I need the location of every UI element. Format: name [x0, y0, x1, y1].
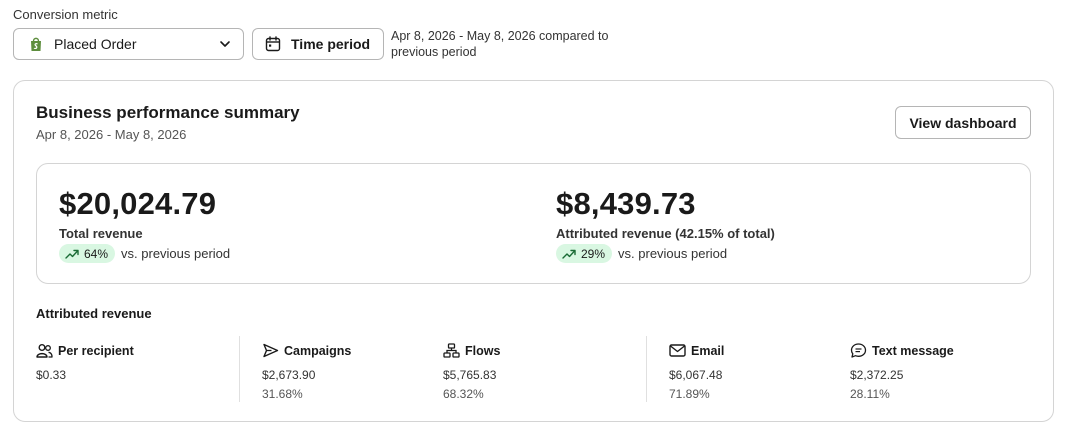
attributed-col-percent: 28.11% — [850, 387, 890, 401]
total-revenue-change-badge: 64% — [59, 244, 116, 263]
message-icon — [850, 343, 867, 358]
attributed-col-value: $5,765.83 — [443, 368, 497, 382]
users-icon — [36, 344, 53, 358]
calendar-icon — [265, 36, 281, 52]
attributed-col-percent: 71.89% — [669, 387, 710, 401]
card-title: Business performance summary — [36, 103, 300, 122]
revenue-summary-panel: $20,024.79 Total revenue 64% vs. previou… — [36, 163, 1031, 284]
total-revenue-label: Total revenue — [59, 226, 143, 241]
attributed-revenue-change: 29% — [581, 246, 606, 261]
attributed-revenue-change-badge: 29% — [556, 244, 613, 263]
date-range-description: Apr 8, 2026 - May 8, 2026 compared to pr… — [391, 29, 609, 59]
total-revenue-change: 64% — [84, 246, 109, 261]
total-revenue-change-label: vs. previous period — [121, 246, 231, 261]
shopify-bag-icon — [31, 37, 41, 51]
conversion-metric-value: Placed Order — [54, 36, 137, 52]
attributed-col-value: $6,067.48 — [669, 368, 723, 382]
attributed-col-label: Email — [691, 343, 725, 358]
attributed-revenue-title: Attributed revenue — [36, 306, 152, 321]
trend-up-icon — [562, 249, 576, 259]
attributed-revenue-value: $8,439.73 — [556, 186, 696, 221]
attributed-col-label: Text message — [872, 343, 954, 358]
chevron-down-icon — [220, 41, 230, 47]
total-revenue-value: $20,024.79 — [59, 186, 217, 221]
total-revenue-metric: $20,024.79 Total revenue 64% vs. previou… — [59, 186, 230, 263]
column-divider — [646, 336, 647, 402]
attributed-revenue-metric: $8,439.73 Attributed revenue (42.15% of … — [556, 186, 775, 263]
attributed-col-value: $2,372.25 — [850, 368, 904, 382]
attributed-col-percent: 68.32% — [443, 387, 484, 401]
column-divider — [239, 336, 240, 402]
attributed-col-label: Campaigns — [284, 343, 352, 358]
attributed-col-label: Flows — [465, 343, 501, 358]
flows-icon — [443, 343, 460, 358]
view-dashboard-button[interactable]: View dashboard — [895, 106, 1031, 139]
time-period-button[interactable]: Time period — [252, 28, 384, 60]
attributed-revenue-change-label: vs. previous period — [618, 246, 728, 261]
conversion-metric-select[interactable]: Placed Order — [13, 28, 244, 60]
time-period-label: Time period — [291, 36, 371, 52]
business-performance-card: Business performance summary Apr 8, 2026… — [13, 80, 1054, 422]
attributed-col-per-recipient: Per recipient $0.33 — [36, 343, 134, 383]
attributed-col-label: Per recipient — [58, 343, 134, 358]
attributed-col-email: Email $6,067.48 71.89% — [669, 343, 725, 402]
conversion-metric-label: Conversion metric — [13, 7, 118, 22]
mail-icon — [669, 344, 686, 357]
trend-up-icon — [65, 249, 79, 259]
attributed-col-campaigns: Campaigns $2,673.90 31.68% — [262, 343, 352, 402]
send-icon — [263, 343, 279, 358]
attributed-col-flows: Flows $5,765.83 68.32% — [443, 343, 500, 401]
card-date-range: Apr 8, 2026 - May 8, 2026 — [36, 127, 187, 142]
attributed-revenue-label: Attributed revenue (42.15% of total) — [556, 226, 775, 241]
attributed-col-value: $2,673.90 — [262, 368, 316, 382]
attributed-col-value: $0.33 — [36, 368, 67, 382]
attributed-col-text-message: Text message $2,372.25 28.11% — [850, 343, 954, 401]
attributed-col-percent: 31.68% — [262, 387, 303, 401]
